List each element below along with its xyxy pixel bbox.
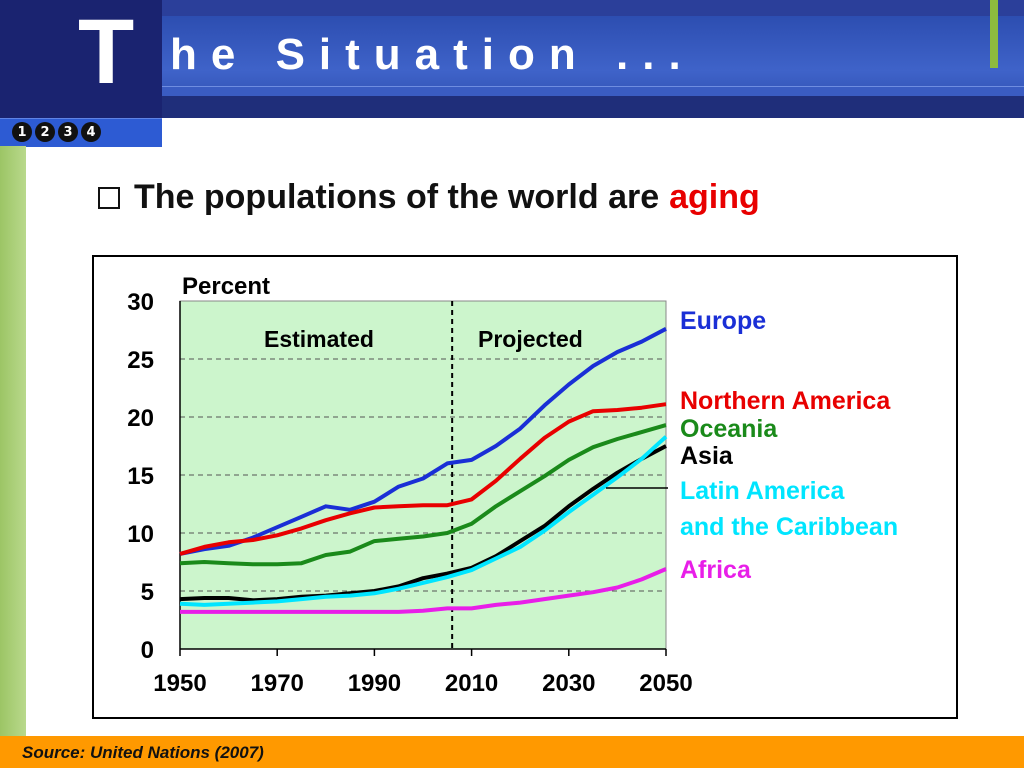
series-line-oceania [179,423,667,567]
y-tick-label: 15 [127,463,154,490]
slide-title: he Situation ... [170,30,695,79]
series-line-africa [180,567,667,614]
series-line-latin-america-and-the-caribbean [179,435,668,607]
x-tick-label: 2050 [639,670,692,697]
header-stripe [162,96,1024,118]
series-label: Northern America [680,387,891,415]
header-stripe [162,0,1024,16]
y-axis-label: Percent [182,273,270,300]
series-label: Latin America [680,477,846,505]
series-label: Africa [680,556,752,584]
source-citation: Source: United Nations (2007) [22,743,264,762]
slide-nav: 1 2 3 4 [0,118,162,147]
header-stripe [162,86,1024,97]
population-aging-chart: 0 5 10 15 20 25 30 1950 1970 1990 2010 2030 2050 Per… [127,273,898,697]
series-line-europe [179,327,667,556]
x-tick-label: 1990 [348,670,401,697]
bullet-point: The populations of the world are aging [98,178,760,217]
bullet-highlight: aging [669,178,760,216]
y-tick-label: 0 [141,637,154,664]
nav-button-2[interactable]: 2 [35,122,55,142]
series-line-northern-america [179,402,667,556]
y-tick-label: 10 [127,521,154,548]
nav-button-1[interactable]: 1 [12,122,32,142]
series-line-asia [179,444,667,603]
series-label: and the Caribbean [680,513,898,541]
x-tick-label: 2010 [445,670,498,697]
nav-button-3[interactable]: 3 [58,122,78,142]
series-label: Oceania [680,415,778,443]
y-tick-label: 5 [141,579,154,606]
y-tick-label: 30 [127,289,154,316]
checkbox-bullet-icon [98,186,120,209]
x-tick-label: 2030 [542,670,595,697]
footer-bar: Source: United Nations (2007) [0,736,1024,768]
series-label: Asia [680,442,734,470]
series-label: Europe [680,307,766,335]
accent-bar [990,0,998,68]
title-initial: T [78,1,135,103]
y-tick-label: 25 [127,347,154,374]
region-label-estimated: Estimated [264,326,374,352]
y-tick-label: 20 [127,405,154,432]
title-initial-block: T [0,0,162,118]
bullet-text: The populations of the world are [134,178,660,216]
x-tick-label: 1970 [251,670,304,697]
nav-button-4[interactable]: 4 [81,122,101,142]
x-tick-label: 1950 [153,670,206,697]
region-label-projected: Projected [478,326,583,352]
left-rail [0,146,26,736]
chart-frame: 0 5 10 15 20 25 30 1950 1970 1990 2010 2030 2050 Per… [92,255,958,719]
